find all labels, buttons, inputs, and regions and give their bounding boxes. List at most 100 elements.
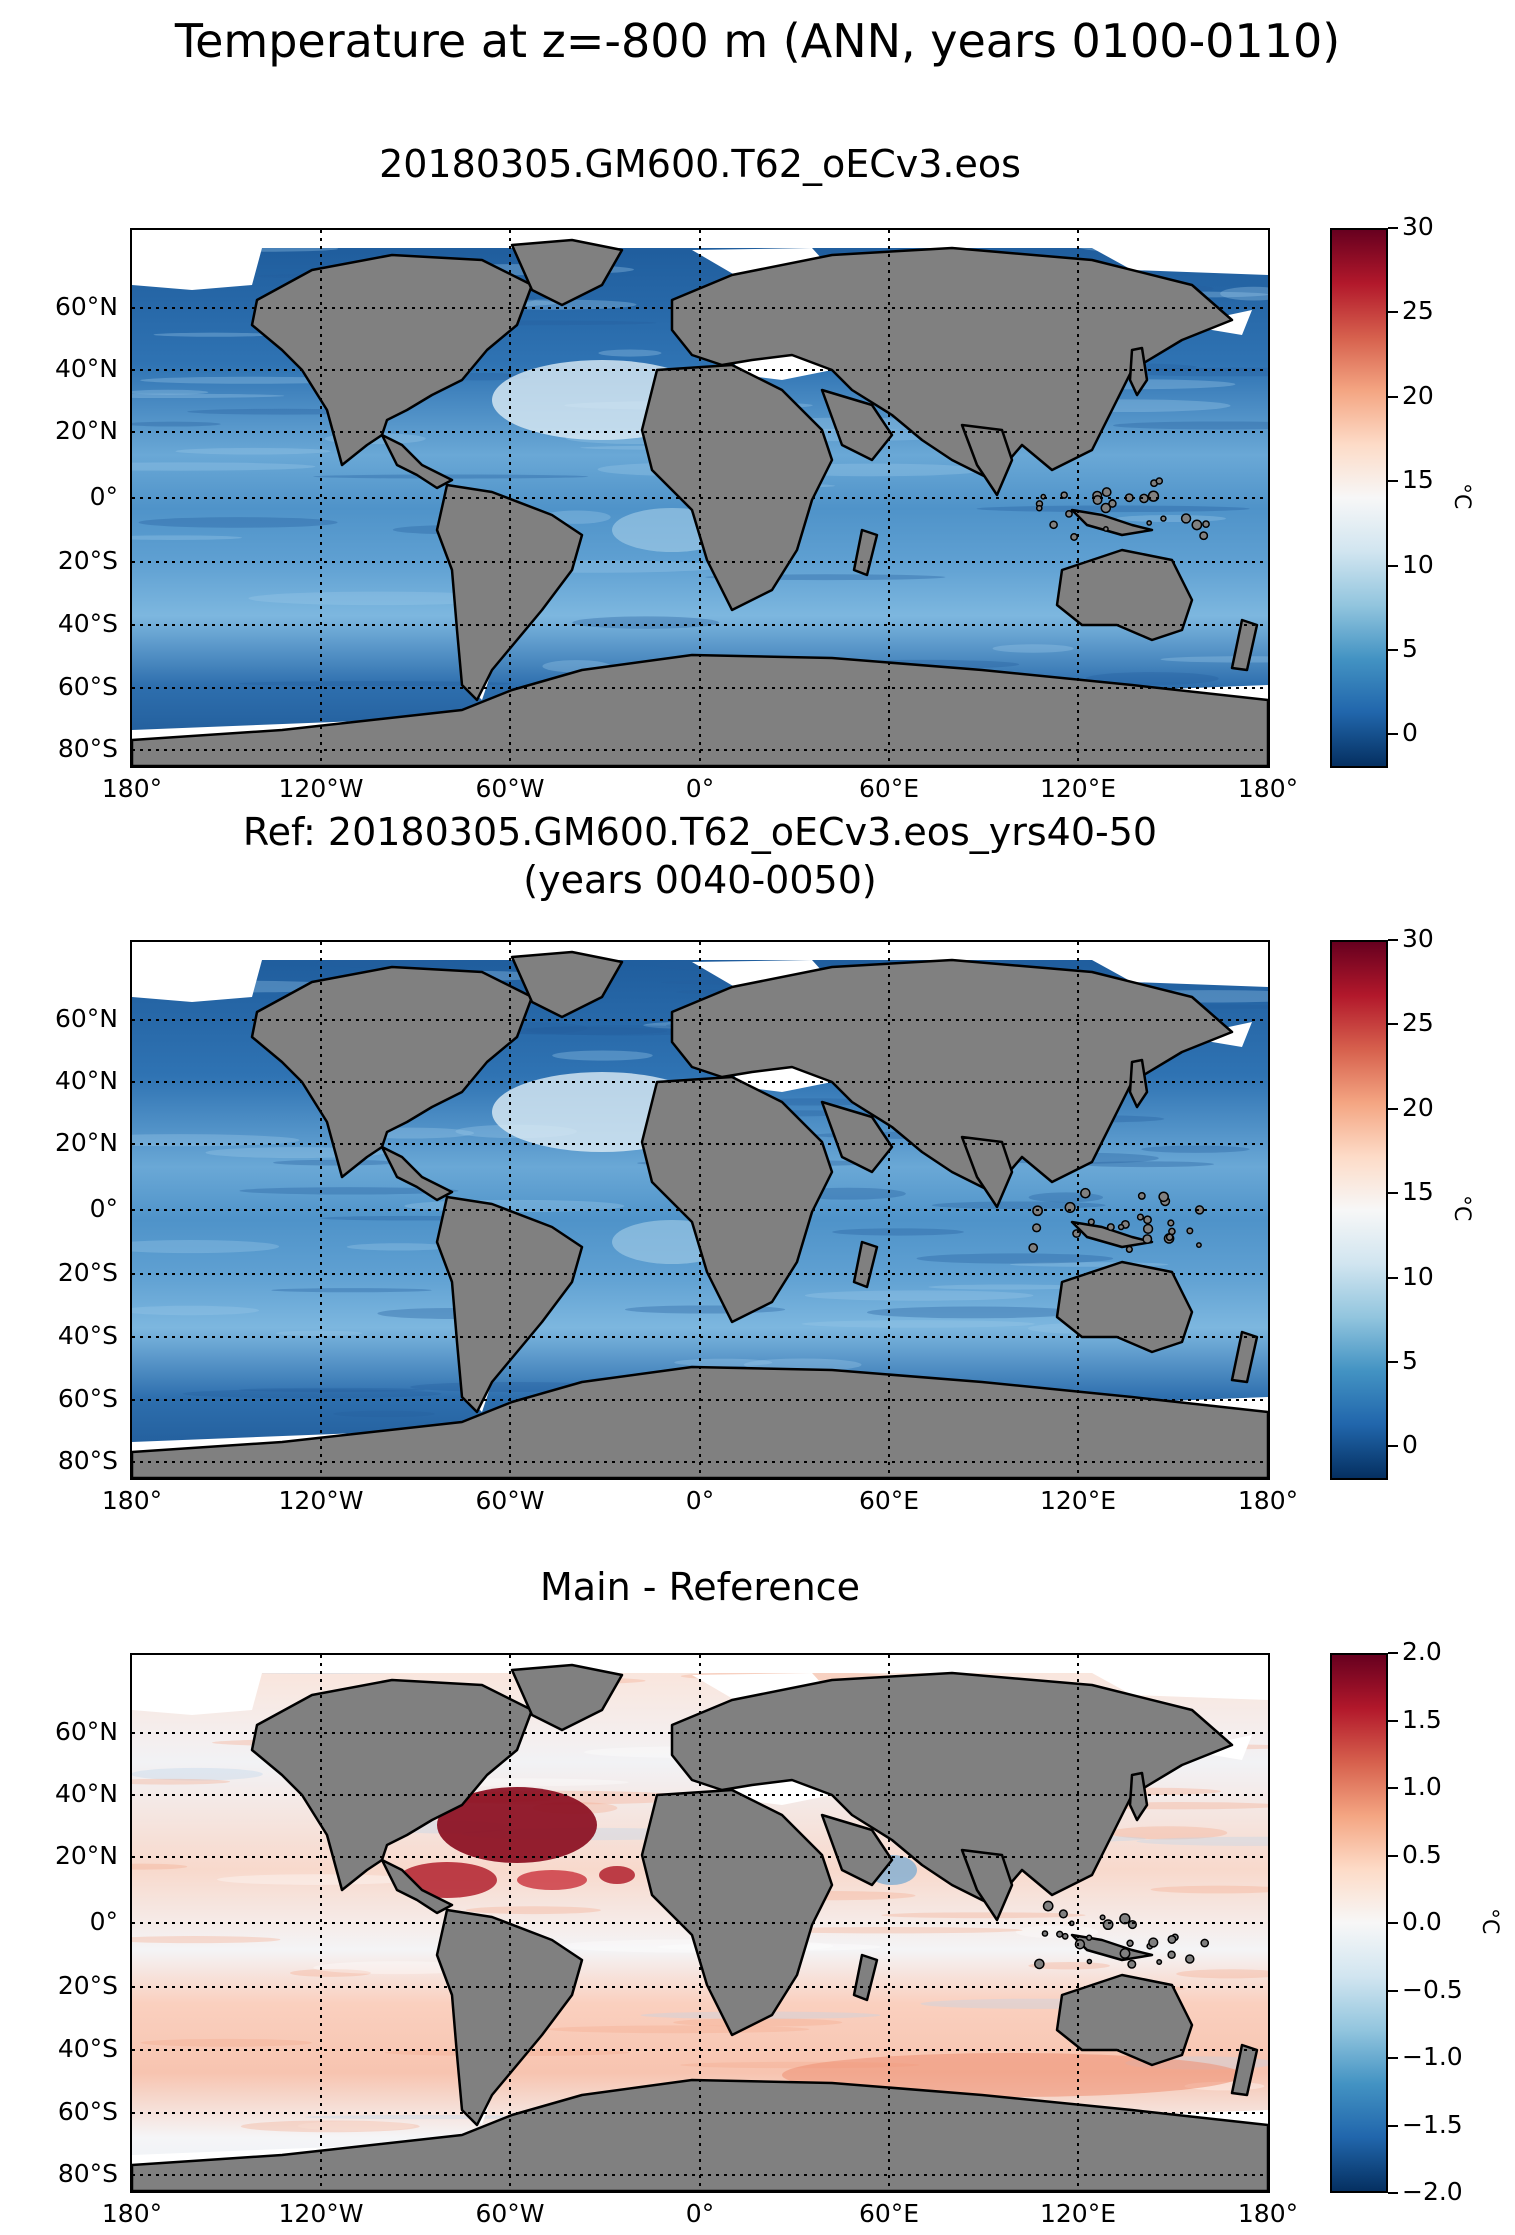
- no-data-region: [132, 248, 262, 290]
- colorbar-tick: [1388, 733, 1398, 736]
- field-streak: [239, 1187, 459, 1195]
- land-island: [1184, 1954, 1195, 1964]
- field-streak: [1085, 672, 1219, 686]
- field-streak: [548, 2025, 810, 2034]
- lat-tick-label: 40°S: [57, 1321, 118, 1350]
- colorbar-tick-label: 0.5: [1402, 1839, 1442, 1869]
- lon-tick-label: 180°: [1237, 2199, 1299, 2228]
- land-island: [1035, 504, 1043, 512]
- land-island: [1087, 1218, 1095, 1226]
- colorbar-label: °C: [1449, 483, 1474, 510]
- field-streak: [275, 1330, 363, 1336]
- land-island: [1102, 1919, 1114, 1931]
- no-data-region: [1092, 960, 1268, 987]
- land-island: [1074, 1938, 1086, 1950]
- field-streak: [753, 1927, 1023, 1934]
- field-streak: [832, 1228, 964, 1236]
- land-island: [1136, 1213, 1144, 1221]
- land-greenland: [510, 950, 624, 1019]
- field-streak: [153, 332, 275, 337]
- land-india: [960, 1848, 1014, 1922]
- land-india: [960, 423, 1014, 497]
- colorbar-tick: [1388, 1023, 1398, 1026]
- land-island: [1199, 531, 1209, 541]
- land-island: [1028, 1243, 1039, 1253]
- colorbar-tick-label: 5: [1402, 1345, 1418, 1375]
- land-island: [1186, 1227, 1194, 1235]
- lat-tick-label: 0°: [89, 1907, 118, 1936]
- colorbar-tick: [1388, 1854, 1398, 1857]
- field-streak: [1113, 421, 1268, 430]
- land-island: [1147, 490, 1160, 502]
- field-streak: [248, 591, 508, 606]
- field-streak: [297, 2121, 415, 2131]
- land-arabia: [820, 1100, 894, 1174]
- field-streak: [138, 517, 338, 528]
- colorbar-tick-label: 1.0: [1402, 1772, 1442, 1801]
- panel-3-colorbar: [1330, 1653, 1388, 2193]
- lat-tick-label: 20°S: [57, 1971, 118, 2000]
- field-streak: [1141, 1145, 1250, 1153]
- land-island: [1060, 491, 1068, 499]
- colorbar-tick-label: 25: [1402, 296, 1434, 326]
- field-streak: [132, 389, 209, 395]
- anomaly-mid-atlantic: [517, 1870, 587, 1890]
- lat-tick-label: 40°S: [57, 2034, 118, 2063]
- land-madagascar: [852, 528, 879, 577]
- land-indonesia: [1070, 1220, 1154, 1249]
- colorbar-tick: [1388, 311, 1398, 314]
- panel-2-colorbar: [1330, 940, 1388, 1480]
- field-streak: [1136, 1836, 1268, 1846]
- field-streak: [572, 616, 720, 629]
- land-island: [1142, 1223, 1154, 1235]
- land-island: [1070, 533, 1079, 541]
- no-data-region: [1092, 248, 1268, 275]
- colorbar-tick: [1388, 395, 1398, 398]
- land-africa: [640, 1788, 834, 2037]
- land-island: [1034, 1958, 1045, 1970]
- land-central-america: [380, 1145, 454, 1202]
- lat-tick-label: 40°S: [57, 609, 118, 638]
- colorbar-tick: [1388, 939, 1398, 941]
- field-streak: [132, 1767, 263, 1781]
- colorbar-tick-label: 25: [1402, 1008, 1434, 1038]
- lon-tick-label: 60°W: [475, 2199, 545, 2228]
- land-central-america: [380, 433, 454, 490]
- field-streak: [1220, 286, 1268, 301]
- land-island: [1064, 1201, 1076, 1214]
- panel-2-title-line-2: (years 0040-0050): [523, 858, 877, 902]
- panel-3-title: Main - Reference: [130, 1563, 1270, 1611]
- colorbar-tick-label: 0.0: [1402, 1907, 1442, 1936]
- field-streak: [140, 2038, 312, 2047]
- field-streak: [238, 1387, 426, 1392]
- panel-2-title: Ref: 20180305.GM600.T62_oECv3.eos_yrs40-…: [130, 808, 1270, 904]
- land-island: [1160, 515, 1167, 522]
- field-streak: [499, 1027, 668, 1035]
- colorbar-tick-label: 10: [1402, 549, 1434, 579]
- lat-tick-label: 60°N: [54, 1004, 118, 1033]
- colorbar-tick-label: 15: [1402, 1177, 1434, 1207]
- colorbar-tick: [1388, 1192, 1398, 1195]
- land-australia: [1055, 548, 1194, 642]
- field-streak: [333, 1410, 435, 1418]
- lon-tick-label: 180°: [1237, 774, 1299, 803]
- lat-tick-label: 20°N: [54, 1841, 118, 1870]
- colorbar-label: °C: [1449, 1195, 1474, 1222]
- panel-1-title: 20180305.GM600.T62_oECv3.eos: [130, 140, 1270, 188]
- colorbar-tick: [1388, 1989, 1398, 1992]
- colorbar-tick: [1388, 564, 1398, 567]
- colorbar-tick: [1388, 648, 1398, 651]
- field-streak: [217, 1874, 414, 1885]
- colorbar-tick: [1388, 2192, 1398, 2194]
- land-island: [1142, 1234, 1153, 1244]
- colorbar-tick-label: 0: [1402, 1430, 1418, 1460]
- land-island: [1108, 499, 1117, 508]
- lat-tick-label: 20°N: [54, 416, 118, 445]
- field-streak: [132, 535, 243, 540]
- colorbar-tick-label: −2.0: [1402, 2177, 1463, 2206]
- field-streak: [132, 1239, 280, 1254]
- lat-tick-label: 40°N: [54, 1779, 118, 1808]
- no-data-region: [132, 960, 262, 1002]
- lat-tick-label: 0°: [89, 1194, 118, 1223]
- land-island: [1065, 510, 1073, 518]
